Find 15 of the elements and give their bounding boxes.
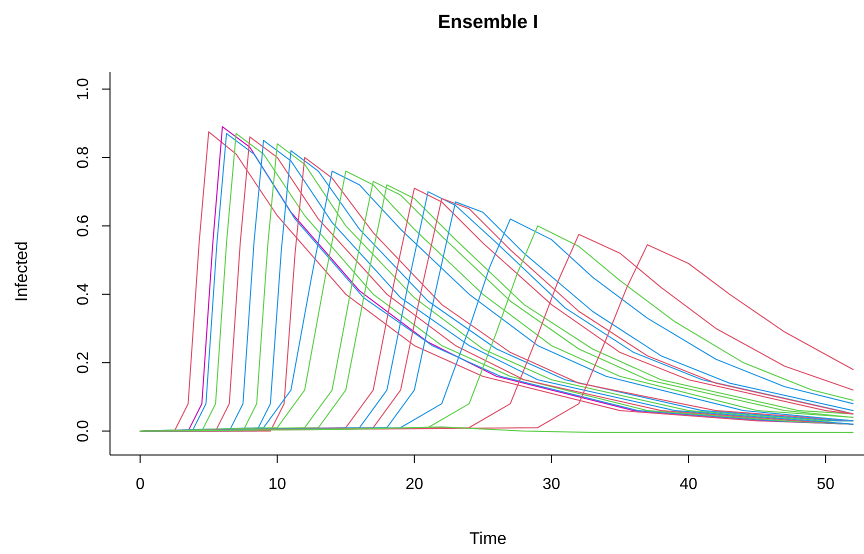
x-tick-label: 20 [405, 476, 424, 493]
x-tick-label: 30 [542, 476, 560, 493]
y-tick-label: 0.8 [75, 146, 92, 169]
y-tick-label: 0.2 [75, 351, 92, 374]
x-tick-label: 0 [136, 476, 145, 493]
y-tick-label: 0.4 [75, 283, 92, 306]
y-tick-label: 0.6 [75, 214, 92, 238]
y-tick-label: 0.0 [75, 420, 92, 442]
y-axis-title: Infected [12, 241, 31, 302]
chart-title: Ensemble I [438, 12, 538, 33]
y-tick-label: 1.0 [75, 78, 92, 100]
x-tick-label: 50 [816, 476, 835, 493]
x-tick-label: 10 [268, 476, 286, 493]
x-axis-title: Time [469, 529, 507, 548]
x-tick-label: 40 [680, 476, 698, 493]
